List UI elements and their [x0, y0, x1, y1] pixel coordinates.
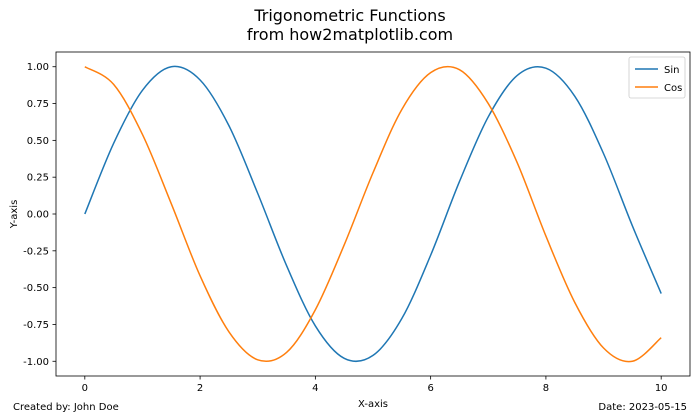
x-axis: 0 2 4 6 8 10 — [82, 376, 668, 394]
chart-subtitle: from how2matplotlib.com — [246, 25, 454, 44]
footer-author: Created by: John Doe — [13, 402, 119, 413]
series-line-sin — [84, 65, 662, 363]
y-tick-label: 1.00 — [27, 62, 49, 73]
chart-title: Trigonometric Functions — [254, 6, 446, 25]
x-tick-label: 4 — [312, 383, 318, 394]
x-tick-label: 8 — [543, 383, 549, 394]
legend-label-sin: Sin — [664, 65, 679, 76]
x-tick-label: 2 — [197, 383, 203, 394]
y-axis: 1.00 0.75 0.50 0.25 0.00 -0.25 -0.50 -0.75 -1.00 — [23, 62, 56, 368]
footer-date: Date: 2023-05-15 — [598, 402, 687, 413]
series-line-cos — [84, 65, 662, 363]
y-tick-label: -0.75 — [23, 320, 49, 331]
x-tick-label: 0 — [82, 383, 88, 394]
plot-frame — [55, 51, 691, 377]
y-tick-label: 0.75 — [27, 99, 49, 110]
y-tick-label: -1.00 — [23, 357, 49, 368]
y-tick-label: 0.00 — [27, 210, 49, 221]
x-axis-label: X-axis — [358, 399, 388, 410]
y-axis-label: Y-axis — [9, 200, 20, 230]
x-tick-label: 10 — [655, 383, 668, 394]
y-tick-label: 0.50 — [27, 136, 49, 147]
legend: Sin Cos — [628, 56, 686, 99]
legend-label-cos: Cos — [664, 83, 682, 94]
y-tick-label: 0.25 — [27, 173, 49, 184]
x-tick-label: 6 — [427, 383, 433, 394]
y-tick-label: -0.50 — [23, 283, 49, 294]
y-tick-label: -0.25 — [23, 246, 49, 257]
series-layer — [84, 65, 662, 363]
